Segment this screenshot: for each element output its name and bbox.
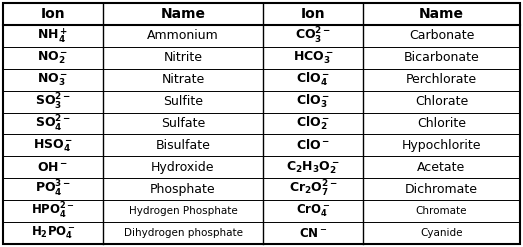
Text: $\mathbf{CO_3^{2-}}$: $\mathbf{CO_3^{2-}}$ xyxy=(295,26,331,46)
Text: $\mathbf{PO_4^{3-}}$: $\mathbf{PO_4^{3-}}$ xyxy=(35,179,71,199)
Text: $\mathbf{CN^-}$: $\mathbf{CN^-}$ xyxy=(299,226,327,240)
Text: Nitrate: Nitrate xyxy=(162,73,204,86)
Text: $\mathbf{Cr_2O_7^{2-}}$: $\mathbf{Cr_2O_7^{2-}}$ xyxy=(289,179,337,199)
Text: Acetate: Acetate xyxy=(417,161,465,174)
Text: Bicarbonate: Bicarbonate xyxy=(404,51,480,64)
Text: Ammonium: Ammonium xyxy=(147,29,219,42)
Text: Dichromate: Dichromate xyxy=(405,183,478,196)
Text: $\mathbf{NH_4^+}$: $\mathbf{NH_4^+}$ xyxy=(38,26,69,45)
Text: Name: Name xyxy=(161,7,206,21)
Text: Cyanide: Cyanide xyxy=(420,228,463,238)
Text: Sulfate: Sulfate xyxy=(161,117,205,130)
Text: Hydrogen Phosphate: Hydrogen Phosphate xyxy=(129,206,237,216)
Text: Ion: Ion xyxy=(41,7,65,21)
Text: Chlorate: Chlorate xyxy=(415,95,468,108)
Text: $\mathbf{SO_3^{2-}}$: $\mathbf{SO_3^{2-}}$ xyxy=(35,92,71,112)
Text: Perchlorate: Perchlorate xyxy=(406,73,477,86)
Text: Sulfite: Sulfite xyxy=(163,95,203,108)
Text: Chlorite: Chlorite xyxy=(417,117,466,130)
Text: $\mathbf{HCO_3^-}$: $\mathbf{HCO_3^-}$ xyxy=(293,50,333,66)
Text: $\mathbf{HSO_4^-}$: $\mathbf{HSO_4^-}$ xyxy=(33,137,73,154)
Text: $\mathbf{OH^-}$: $\mathbf{OH^-}$ xyxy=(37,161,69,174)
Text: $\mathbf{H_2PO_4^-}$: $\mathbf{H_2PO_4^-}$ xyxy=(31,225,75,241)
Text: $\mathbf{NO_2^-}$: $\mathbf{NO_2^-}$ xyxy=(37,50,69,66)
Text: Chromate: Chromate xyxy=(416,206,467,216)
Text: $\mathbf{SO_4^{2-}}$: $\mathbf{SO_4^{2-}}$ xyxy=(35,114,71,134)
Text: Ion: Ion xyxy=(301,7,325,21)
Text: Bisulfate: Bisulfate xyxy=(155,139,210,152)
Text: $\mathbf{ClO_2^-}$: $\mathbf{ClO_2^-}$ xyxy=(296,115,330,132)
Text: $\mathbf{NO_3^-}$: $\mathbf{NO_3^-}$ xyxy=(37,71,69,88)
Text: $\mathbf{CrO_4^-}$: $\mathbf{CrO_4^-}$ xyxy=(296,203,330,219)
Text: $\mathbf{ClO_3^-}$: $\mathbf{ClO_3^-}$ xyxy=(296,93,330,110)
Text: Dihydrogen phosphate: Dihydrogen phosphate xyxy=(123,228,243,238)
Text: Nitrite: Nitrite xyxy=(164,51,202,64)
Text: Phosphate: Phosphate xyxy=(150,183,216,196)
Text: $\mathbf{ClO^-}$: $\mathbf{ClO^-}$ xyxy=(296,139,330,152)
Text: $\mathbf{ClO_4^-}$: $\mathbf{ClO_4^-}$ xyxy=(296,71,330,88)
Text: Hypochlorite: Hypochlorite xyxy=(402,139,481,152)
Text: Name: Name xyxy=(419,7,464,21)
Text: $\mathbf{HPO_4^{2-}}$: $\mathbf{HPO_4^{2-}}$ xyxy=(31,201,75,221)
Text: $\mathbf{C_2H_3O_2^-}$: $\mathbf{C_2H_3O_2^-}$ xyxy=(286,159,340,176)
Text: Hydroxide: Hydroxide xyxy=(151,161,215,174)
Text: Carbonate: Carbonate xyxy=(409,29,474,42)
